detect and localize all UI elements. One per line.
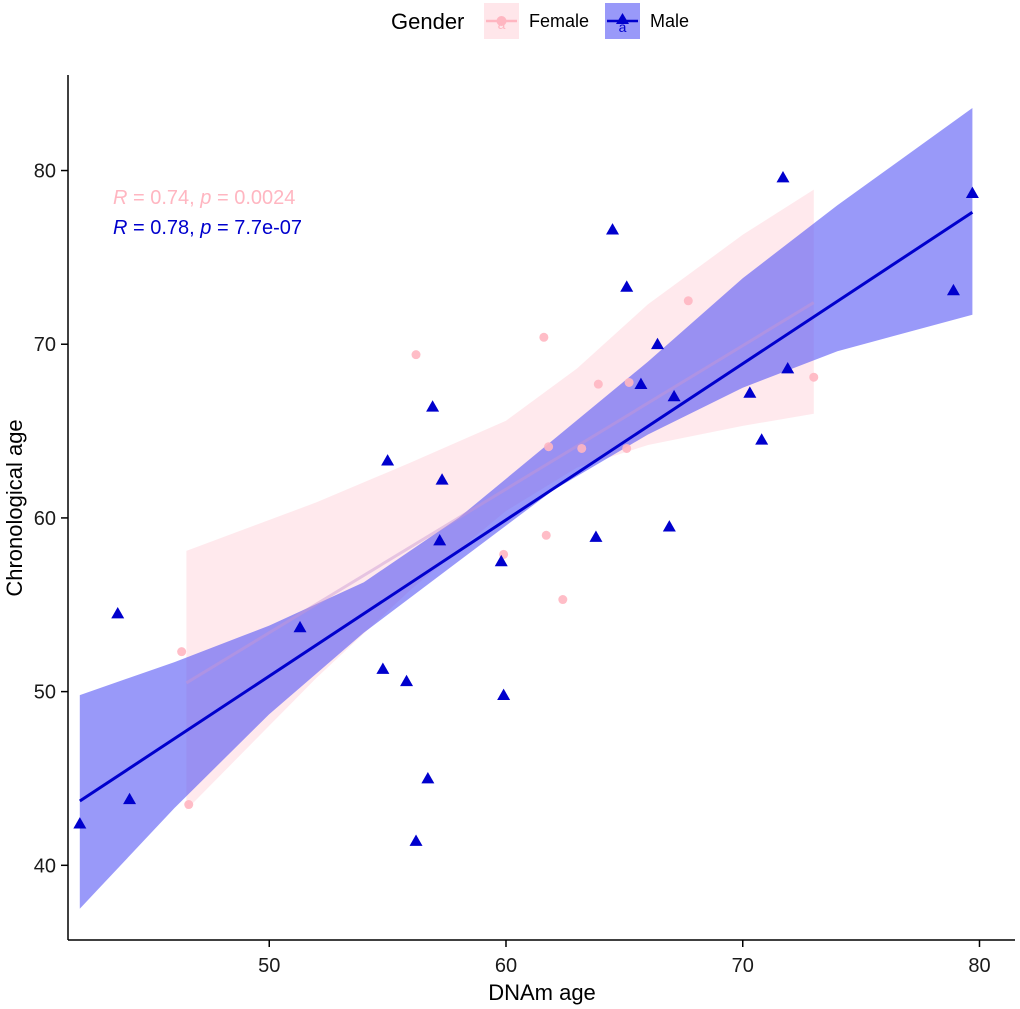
male-data-point	[606, 223, 620, 235]
male-data-point	[400, 674, 414, 687]
male-data-point	[781, 362, 795, 374]
male-data-point	[409, 834, 423, 846]
male-regression-line	[79, 210, 974, 803]
male-data-point	[494, 554, 508, 567]
female-regression-line	[185, 301, 815, 685]
male-data-point	[620, 280, 634, 292]
female-data-point	[593, 379, 603, 389]
female-stat-annotation: R = 0.74, p = 0.0024	[113, 187, 295, 209]
female-data-point	[411, 350, 421, 360]
male-data-point	[421, 771, 435, 784]
y-axis-ticks: 40 50 60 70 80	[34, 161, 68, 877]
svg-text:a: a	[619, 19, 627, 35]
male-data-point	[651, 337, 665, 350]
male-data-point	[435, 473, 449, 485]
female-data-point	[541, 530, 551, 540]
x-tick-label: 80	[968, 955, 990, 977]
male-data-point	[667, 389, 681, 402]
male-data-point	[376, 662, 390, 674]
male-data-point	[293, 620, 307, 633]
legend-key-male: a	[605, 3, 640, 39]
male-data-point	[381, 454, 395, 466]
y-tick-label: 70	[34, 334, 56, 356]
female-data-point	[539, 332, 549, 342]
male-data-point	[634, 377, 648, 390]
y-tick-label: 40	[34, 855, 56, 877]
male-data-point	[123, 792, 137, 805]
x-tick-label: 50	[258, 955, 280, 977]
legend: Gender a Female a Male	[391, 3, 689, 39]
female-data-point	[184, 800, 194, 810]
male-data-point	[743, 386, 757, 398]
male-data-point	[946, 283, 960, 296]
female-data-point	[544, 442, 554, 452]
male-stat-annotation: R = 0.78, p = 7.7e-07	[113, 217, 302, 239]
female-data-point	[683, 296, 693, 306]
x-axis-title: DNAm age	[488, 980, 596, 1005]
y-axis-title: Chronological age	[2, 419, 27, 596]
female-data-point	[577, 443, 587, 453]
y-tick-label: 60	[34, 508, 56, 530]
x-axis-ticks: 50 60 70 80	[258, 940, 991, 977]
y-tick-label: 50	[34, 682, 56, 704]
data-points	[73, 170, 979, 846]
female-data-point	[558, 595, 568, 605]
legend-label-female: Female	[529, 11, 589, 31]
male-data-point	[426, 400, 440, 412]
svg-text:a: a	[498, 16, 506, 32]
male-data-point	[73, 817, 87, 829]
female-data-point	[177, 647, 187, 657]
female-data-point	[624, 377, 634, 387]
female-data-point	[809, 372, 819, 382]
male-data-point	[433, 534, 447, 546]
legend-title: Gender	[391, 9, 464, 34]
legend-label-male: Male	[650, 11, 689, 31]
male-data-point	[589, 530, 603, 542]
male-data-point	[776, 170, 790, 183]
x-tick-label: 60	[495, 955, 517, 977]
male-data-point	[497, 688, 511, 700]
legend-key-female: a	[484, 3, 519, 39]
y-tick-label: 80	[34, 161, 56, 183]
x-tick-label: 70	[732, 955, 754, 977]
male-data-point	[662, 520, 676, 532]
regression-lines	[79, 210, 974, 803]
male-data-point	[755, 433, 769, 445]
male-data-point	[965, 186, 979, 198]
male-data-point	[111, 606, 125, 619]
female-data-point	[622, 443, 632, 453]
